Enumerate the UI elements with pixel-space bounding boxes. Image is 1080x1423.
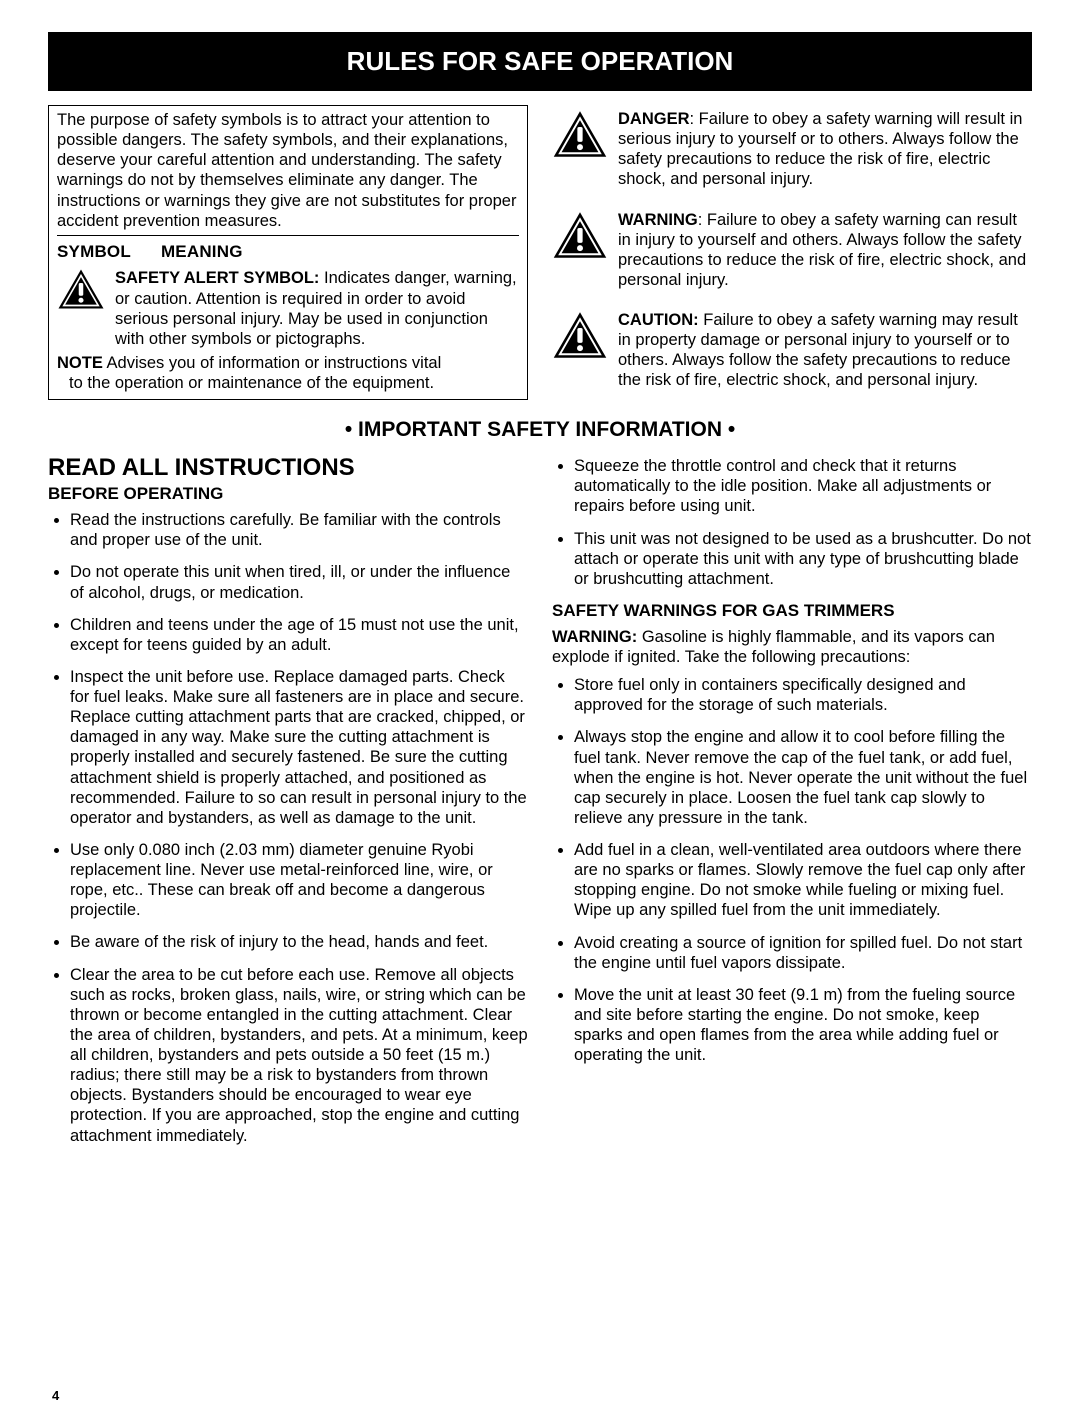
read-all-heading: READ ALL INSTRUCTIONS [48,454,528,482]
intro-box: The purpose of safety symbols is to attr… [48,105,528,400]
right-body-col: Squeeze the throttle control and check t… [552,450,1032,1158]
warning-triangle-icon [552,109,608,190]
before-operating-heading: BEFORE OPERATING [48,484,528,504]
body-columns: READ ALL INSTRUCTIONS BEFORE OPERATING R… [48,450,1032,1158]
caution-row: CAUTION: Failure to obey a safety warnin… [552,306,1032,391]
list-item: Children and teens under the age of 15 m… [70,615,528,655]
page-title-bar: RULES FOR SAFE OPERATION [48,32,1032,91]
warning-triangle-icon [552,310,608,391]
list-item: Store fuel only in containers specifical… [574,675,1032,715]
right-defs-col: DANGER: Failure to obey a safety warning… [552,105,1032,400]
gas-warning-line: WARNING: Gasoline is highly flammable, a… [552,627,1032,667]
top-columns: The purpose of safety symbols is to attr… [48,105,1032,400]
caution-text: CAUTION: Failure to obey a safety warnin… [618,310,1032,391]
page-number: 4 [48,1388,1032,1403]
list-item: Use only 0.080 inch (2.03 mm) diameter g… [70,840,528,921]
list-item: Inspect the unit before use. Replace dam… [70,667,528,828]
before-operating-list: Read the instructions carefully. Be fami… [48,510,528,1146]
right-continuation-list: Squeeze the throttle control and check t… [552,456,1032,589]
warning-triangle-icon [57,268,105,349]
warning-row: WARNING: Failure to obey a safety warnin… [552,206,1032,291]
safety-alert-text: SAFETY ALERT SYMBOL: Indicates danger, w… [115,268,519,349]
warning-text: WARNING: Failure to obey a safety warnin… [618,210,1032,291]
symbol-meaning-heading: SYMBOL MEANING [57,238,519,265]
warning-triangle-icon [552,210,608,291]
list-item: Add fuel in a clean, well-ventilated are… [574,840,1032,921]
list-item: Read the instructions carefully. Be fami… [70,510,528,550]
list-item: Always stop the engine and allow it to c… [574,727,1032,828]
list-item: This unit was not designed to be used as… [574,529,1032,589]
gas-trimmers-heading: SAFETY WARNINGS FOR GAS TRIMMERS [552,601,1032,621]
danger-text: DANGER: Failure to obey a safety warning… [618,109,1032,190]
note-block: NOTE Advises you of information or instr… [57,349,519,393]
list-item: Avoid creating a source of ignition for … [574,933,1032,973]
list-item: Squeeze the throttle control and check t… [574,456,1032,516]
left-intro-col: The purpose of safety symbols is to attr… [48,105,528,400]
left-body-col: READ ALL INSTRUCTIONS BEFORE OPERATING R… [48,450,528,1158]
gas-bullets-list: Store fuel only in containers specifical… [552,675,1032,1065]
intro-text: The purpose of safety symbols is to attr… [57,110,519,236]
safety-alert-row: SAFETY ALERT SYMBOL: Indicates danger, w… [57,264,519,349]
list-item: Move the unit at least 30 feet (9.1 m) f… [574,985,1032,1066]
danger-row: DANGER: Failure to obey a safety warning… [552,105,1032,190]
symbol-label: SYMBOL [57,242,131,261]
list-item: Be aware of the risk of injury to the he… [70,932,528,952]
list-item: Do not operate this unit when tired, ill… [70,562,528,602]
important-safety-heading: • IMPORTANT SAFETY INFORMATION • [48,418,1032,442]
list-item: Clear the area to be cut before each use… [70,965,528,1146]
meaning-label: MEANING [161,242,243,261]
